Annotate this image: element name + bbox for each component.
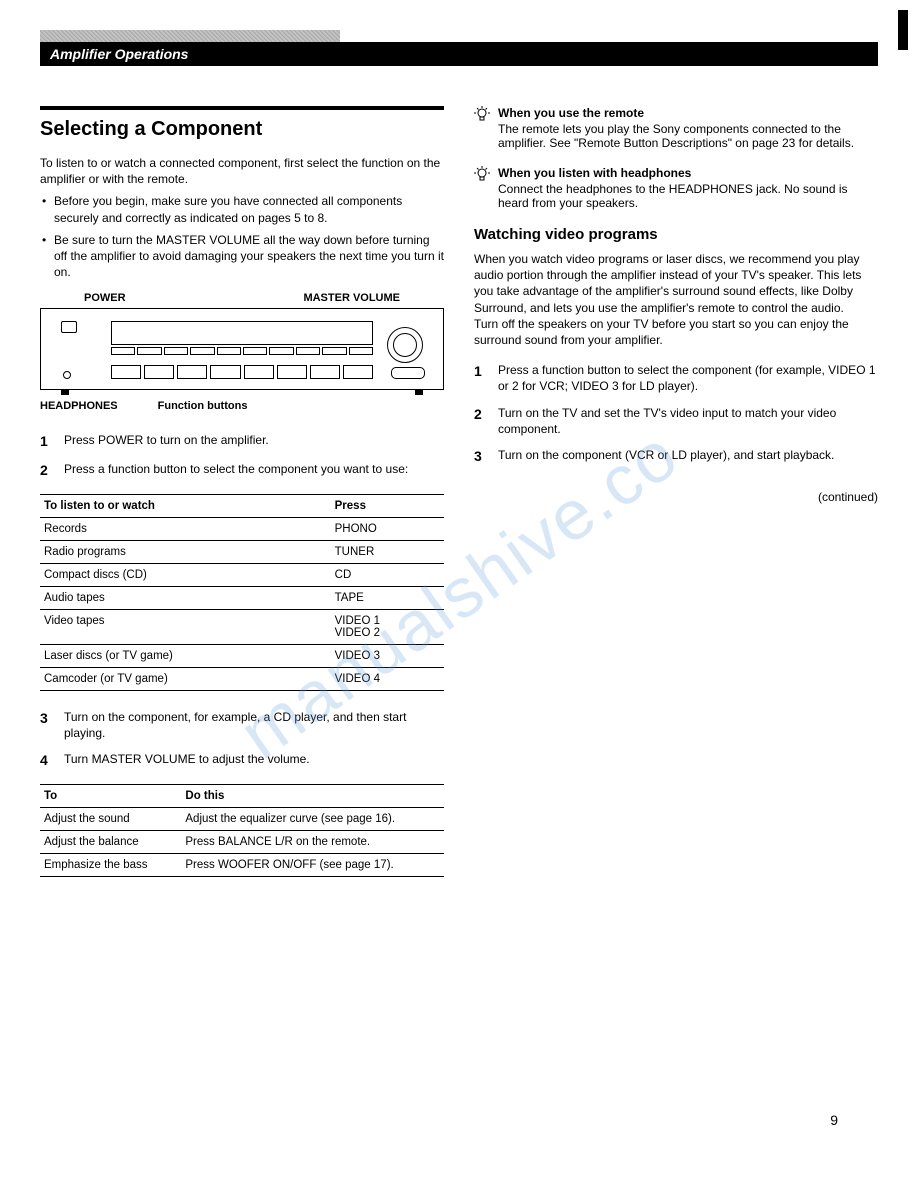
steps-list-b: 3 Turn on the component, for example, a … [40,709,444,770]
table-cell: Emphasize the bass [40,854,181,877]
amplifier-diagram [40,308,444,390]
lightbulb-icon [474,166,490,182]
diagram-top-labels: POWER MASTER VOLUME [40,292,444,308]
step-number: 2 [40,461,54,480]
table-header: To [40,785,181,808]
label-headphones: HEADPHONES [40,400,118,412]
table-row: Compact discs (CD)CD [40,564,444,587]
video-steps: 1 Press a function button to select the … [474,362,878,466]
step-item: 3 Turn on the component, for example, a … [40,709,444,741]
subheading: Watching video programs [474,226,878,243]
header-decoration [40,30,340,42]
page-number: 9 [830,1112,838,1128]
step-item: 1 Press POWER to turn on the amplifier. [40,432,444,451]
table-row: Camcoder (or TV game)VIDEO 4 [40,668,444,691]
table-row: Emphasize the bassPress WOOFER ON/OFF (s… [40,854,444,877]
table-cell: Camcoder (or TV game) [40,668,331,691]
table-row: Adjust the balancePress BALANCE L/R on t… [40,831,444,854]
table-cell: Adjust the balance [40,831,181,854]
table-cell: Video tapes [40,610,331,645]
step-text: Press a function button to select the co… [498,362,878,394]
table-cell: CD [331,564,444,587]
table-row: Radio programsTUNER [40,541,444,564]
step-text: Press POWER to turn on the amplifier. [64,432,269,451]
tip-title: When you listen with headphones [498,166,878,180]
right-column: When you use the remote The remote lets … [474,106,878,895]
table-cell: Laser discs (or TV game) [40,645,331,668]
function-table: To listen to or watch Press RecordsPHONO… [40,494,444,691]
step-text: Press a function button to select the co… [64,461,408,480]
step-number: 1 [40,432,54,451]
table-row: Adjust the soundAdjust the equalizer cur… [40,808,444,831]
tip-block: When you use the remote The remote lets … [474,106,878,150]
bullet-item: Before you begin, make sure you have con… [40,193,444,225]
step-number: 4 [40,751,54,770]
label-function-buttons: Function buttons [158,400,248,412]
step-number: 3 [474,447,488,466]
adjust-table: To Do this Adjust the soundAdjust the eq… [40,784,444,877]
table-row: Audio tapesTAPE [40,587,444,610]
table-header: To listen to or watch [40,495,331,518]
step-text: Turn on the TV and set the TV's video in… [498,405,878,437]
step-number: 2 [474,405,488,437]
bullet-item: Be sure to turn the MASTER VOLUME all th… [40,232,444,281]
table-cell: Adjust the sound [40,808,181,831]
step-number: 3 [40,709,54,741]
intro-paragraph: To listen to or watch a connected compon… [40,155,444,187]
step-item: 4 Turn MASTER VOLUME to adjust the volum… [40,751,444,770]
label-master-volume: MASTER VOLUME [303,292,400,304]
lightbulb-icon [474,106,490,122]
tip-title: When you use the remote [498,106,878,120]
step-text: Turn on the component (VCR or LD player)… [498,447,834,466]
step-text: Turn on the component, for example, a CD… [64,709,444,741]
page-title: Selecting a Component [40,118,444,141]
tip-body-text: Connect the headphones to the HEADPHONES… [498,182,878,210]
label-power: POWER [84,292,126,304]
table-cell: Audio tapes [40,587,331,610]
table-cell: TUNER [331,541,444,564]
table-row: RecordsPHONO [40,518,444,541]
table-cell: Press WOOFER ON/OFF (see page 17). [181,854,444,877]
table-header: Press [331,495,444,518]
table-row: Laser discs (or TV game)VIDEO 3 [40,645,444,668]
table-cell: TAPE [331,587,444,610]
section-rule [40,106,444,110]
table-header: Do this [181,785,444,808]
left-column: Selecting a Component To listen to or wa… [40,106,444,895]
step-item: 2 Turn on the TV and set the TV's video … [474,405,878,437]
diagram-bottom-labels: HEADPHONES Function buttons [40,400,444,412]
step-item: 1 Press a function button to select the … [474,362,878,394]
continued-label: (continued) [474,490,878,504]
step-text: Turn MASTER VOLUME to adjust the volume. [64,751,310,770]
table-cell: VIDEO 1 VIDEO 2 [331,610,444,645]
table-cell: Adjust the equalizer curve (see page 16)… [181,808,444,831]
table-cell: Press BALANCE L/R on the remote. [181,831,444,854]
step-item: 3 Turn on the component (VCR or LD playe… [474,447,878,466]
table-cell: Records [40,518,331,541]
tip-block: When you listen with headphones Connect … [474,166,878,210]
steps-list-a: 1 Press POWER to turn on the amplifier. … [40,432,444,480]
table-cell: Radio programs [40,541,331,564]
table-cell: VIDEO 3 [331,645,444,668]
table-cell: Compact discs (CD) [40,564,331,587]
table-cell: VIDEO 4 [331,668,444,691]
edge-mark [898,10,908,50]
table-row: Video tapesVIDEO 1 VIDEO 2 [40,610,444,645]
body-paragraph: When you watch video programs or laser d… [474,251,878,348]
tip-body-text: The remote lets you play the Sony compon… [498,122,878,150]
step-item: 2 Press a function button to select the … [40,461,444,480]
intro-bullets: Before you begin, make sure you have con… [40,193,444,280]
step-number: 1 [474,362,488,394]
table-cell: PHONO [331,518,444,541]
section-header: Amplifier Operations [40,42,878,66]
